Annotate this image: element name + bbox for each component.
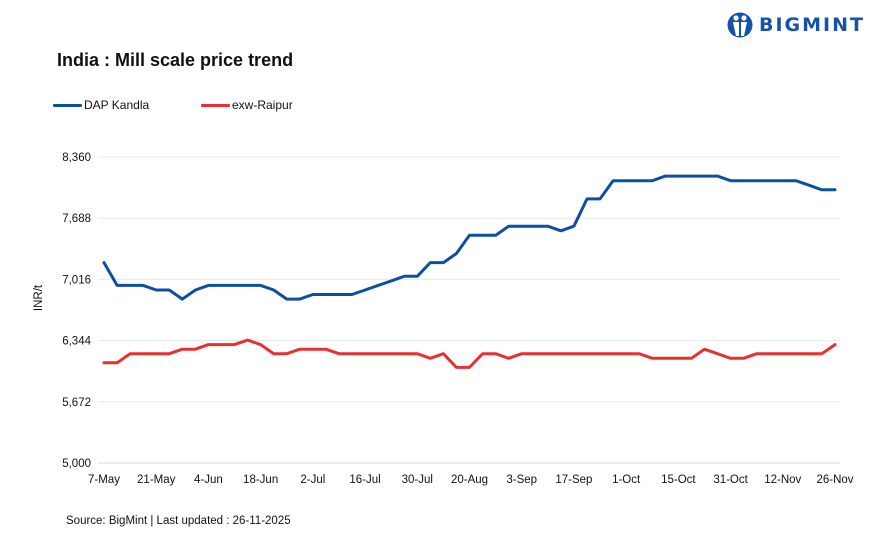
x-tick-label: 26-Nov [816, 474, 853, 486]
x-tick-label: 7-May [88, 474, 120, 486]
y-tick-label: 8,360 [62, 152, 91, 164]
legend-swatch-dap-kandla [53, 103, 82, 107]
legend-label: DAP Kandla [84, 98, 150, 112]
x-tick-label: 31-Oct [713, 474, 748, 486]
series-line-dap-kandla [102, 174, 837, 301]
series-line-exw-raipur [102, 338, 837, 369]
x-tick-label: 18-Jun [243, 474, 278, 486]
x-tick-label: 17-Sep [555, 474, 592, 486]
legend-swatch-exw-raipur [201, 103, 230, 107]
x-tick-label: 12-Nov [764, 474, 801, 486]
x-tick-label: 2-Jul [300, 474, 325, 486]
y-tick-label: 5,000 [62, 458, 91, 470]
y-tick-label: 6,344 [62, 336, 91, 348]
brand-name: BIGMINT [759, 14, 865, 36]
legend-item-exw-raipur[interactable]: exw-Raipur [201, 98, 349, 112]
legend-label: exw-Raipur [232, 98, 293, 112]
y-axis-title: INR/t [33, 284, 45, 311]
legend-item-dap-kandla[interactable]: DAP Kandla [53, 98, 201, 112]
x-tick-label: 30-Jul [402, 474, 433, 486]
bigmint-logo-icon [727, 12, 753, 38]
y-tick-label: 7,688 [62, 213, 91, 225]
x-tick-label: 20-Aug [451, 474, 488, 486]
x-tick-label: 3-Sep [506, 474, 537, 486]
x-tick-label: 15-Oct [661, 474, 696, 486]
x-tick-label: 16-Jul [349, 474, 380, 486]
source-note: Source: BigMint | Last updated : 26-11-2… [66, 515, 291, 527]
y-tick-label: 5,672 [62, 397, 91, 409]
x-tick-label: 4-Jun [194, 474, 223, 486]
chart-title: India : Mill scale price trend [57, 50, 294, 70]
x-tick-label: 1-Oct [612, 474, 641, 486]
x-tick-label: 21-May [137, 474, 176, 486]
y-tick-label: 7,016 [62, 274, 91, 286]
legend: DAP Kandla exw-Raipur [53, 98, 349, 112]
bigmint-logo: BIGMINT [727, 10, 865, 40]
